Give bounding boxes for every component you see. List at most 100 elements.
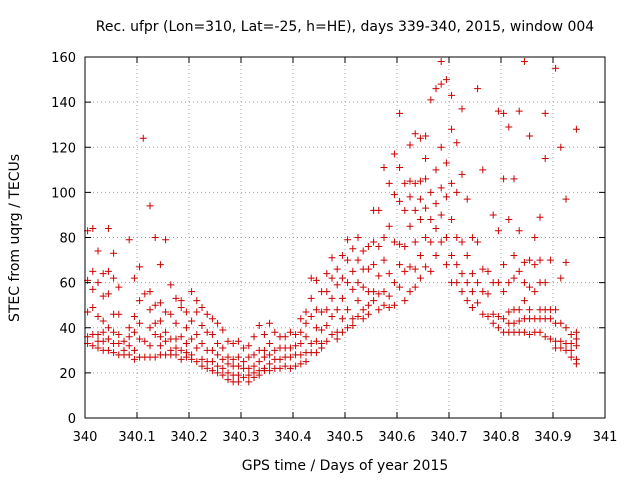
data-point [255, 371, 263, 379]
data-point [151, 331, 159, 339]
data-point [458, 270, 466, 278]
grid-lines [85, 57, 605, 418]
data-point [536, 328, 544, 336]
data-point [349, 285, 357, 293]
data-point [453, 139, 461, 147]
data-point [208, 358, 216, 366]
data-point [292, 362, 300, 370]
x-axis-label: GPS time / Days of year 2015 [242, 458, 449, 474]
data-point [203, 328, 211, 336]
data-point [364, 301, 372, 309]
data-point [99, 292, 107, 300]
data-point [375, 290, 383, 298]
data-point [193, 331, 201, 339]
data-point [520, 297, 528, 305]
data-point [328, 312, 336, 320]
data-point [312, 337, 320, 345]
data-point [307, 274, 315, 282]
data-point [224, 369, 232, 377]
data-point [125, 351, 133, 359]
data-point [401, 179, 409, 187]
data-point [380, 234, 388, 241]
data-point [406, 193, 414, 201]
data-point [198, 362, 206, 370]
data-point [297, 315, 305, 323]
data-point [260, 346, 268, 354]
data-point [515, 107, 523, 115]
data-point [422, 204, 430, 212]
data-point [406, 263, 414, 271]
data-point [468, 270, 476, 278]
data-point [453, 279, 461, 287]
data-point [422, 155, 430, 163]
data-point [520, 58, 528, 66]
data-point [245, 378, 253, 386]
data-point [468, 303, 476, 311]
data-point [286, 364, 294, 372]
data-point [307, 312, 315, 320]
data-point [385, 270, 393, 278]
data-point [125, 324, 133, 332]
data-point [354, 297, 362, 305]
data-point [297, 340, 305, 348]
data-point [520, 328, 528, 336]
data-point [234, 337, 242, 345]
data-point [297, 328, 305, 336]
data-point [214, 340, 222, 348]
data-point [375, 206, 383, 214]
data-point [458, 170, 466, 178]
data-point [437, 80, 445, 88]
data-point [380, 301, 388, 309]
data-point [458, 238, 466, 246]
data-point [99, 337, 107, 345]
data-point [510, 175, 518, 183]
data-point [406, 141, 414, 149]
data-point [437, 184, 445, 192]
data-point [474, 238, 482, 246]
x-tick-label: 340.9 [534, 430, 571, 445]
data-point [572, 360, 580, 368]
data-point [541, 155, 549, 163]
data-point [484, 267, 492, 275]
data-point [515, 267, 523, 275]
data-point [130, 328, 138, 336]
data-point [380, 256, 388, 264]
data-point [286, 344, 294, 352]
data-point [526, 132, 534, 140]
data-point [292, 331, 300, 339]
data-point [224, 360, 232, 368]
data-point [162, 236, 170, 244]
y-tick-label: 80 [59, 232, 76, 247]
data-point [390, 191, 398, 199]
data-point [198, 321, 206, 329]
data-point [312, 306, 320, 314]
data-point [182, 308, 190, 316]
data-point [422, 175, 430, 183]
data-point [110, 274, 118, 282]
data-point [302, 319, 310, 327]
data-point [416, 195, 424, 203]
data-point [198, 303, 206, 311]
data-point [494, 324, 502, 332]
data-point [526, 331, 534, 339]
y-tick-label: 40 [59, 322, 76, 337]
data-point [448, 125, 456, 133]
data-point [380, 164, 388, 172]
data-point [266, 360, 274, 368]
data-point [302, 333, 310, 341]
data-point [437, 58, 445, 66]
data-point [354, 312, 362, 320]
data-point [125, 342, 133, 350]
data-point [203, 364, 211, 372]
data-point [198, 340, 206, 348]
data-point [494, 279, 502, 287]
data-point [255, 321, 263, 329]
data-point [489, 319, 497, 327]
data-point [396, 261, 404, 269]
data-point [208, 367, 216, 375]
data-point [557, 274, 565, 282]
data-point [448, 215, 456, 223]
data-point [401, 267, 409, 275]
data-point [266, 367, 274, 375]
